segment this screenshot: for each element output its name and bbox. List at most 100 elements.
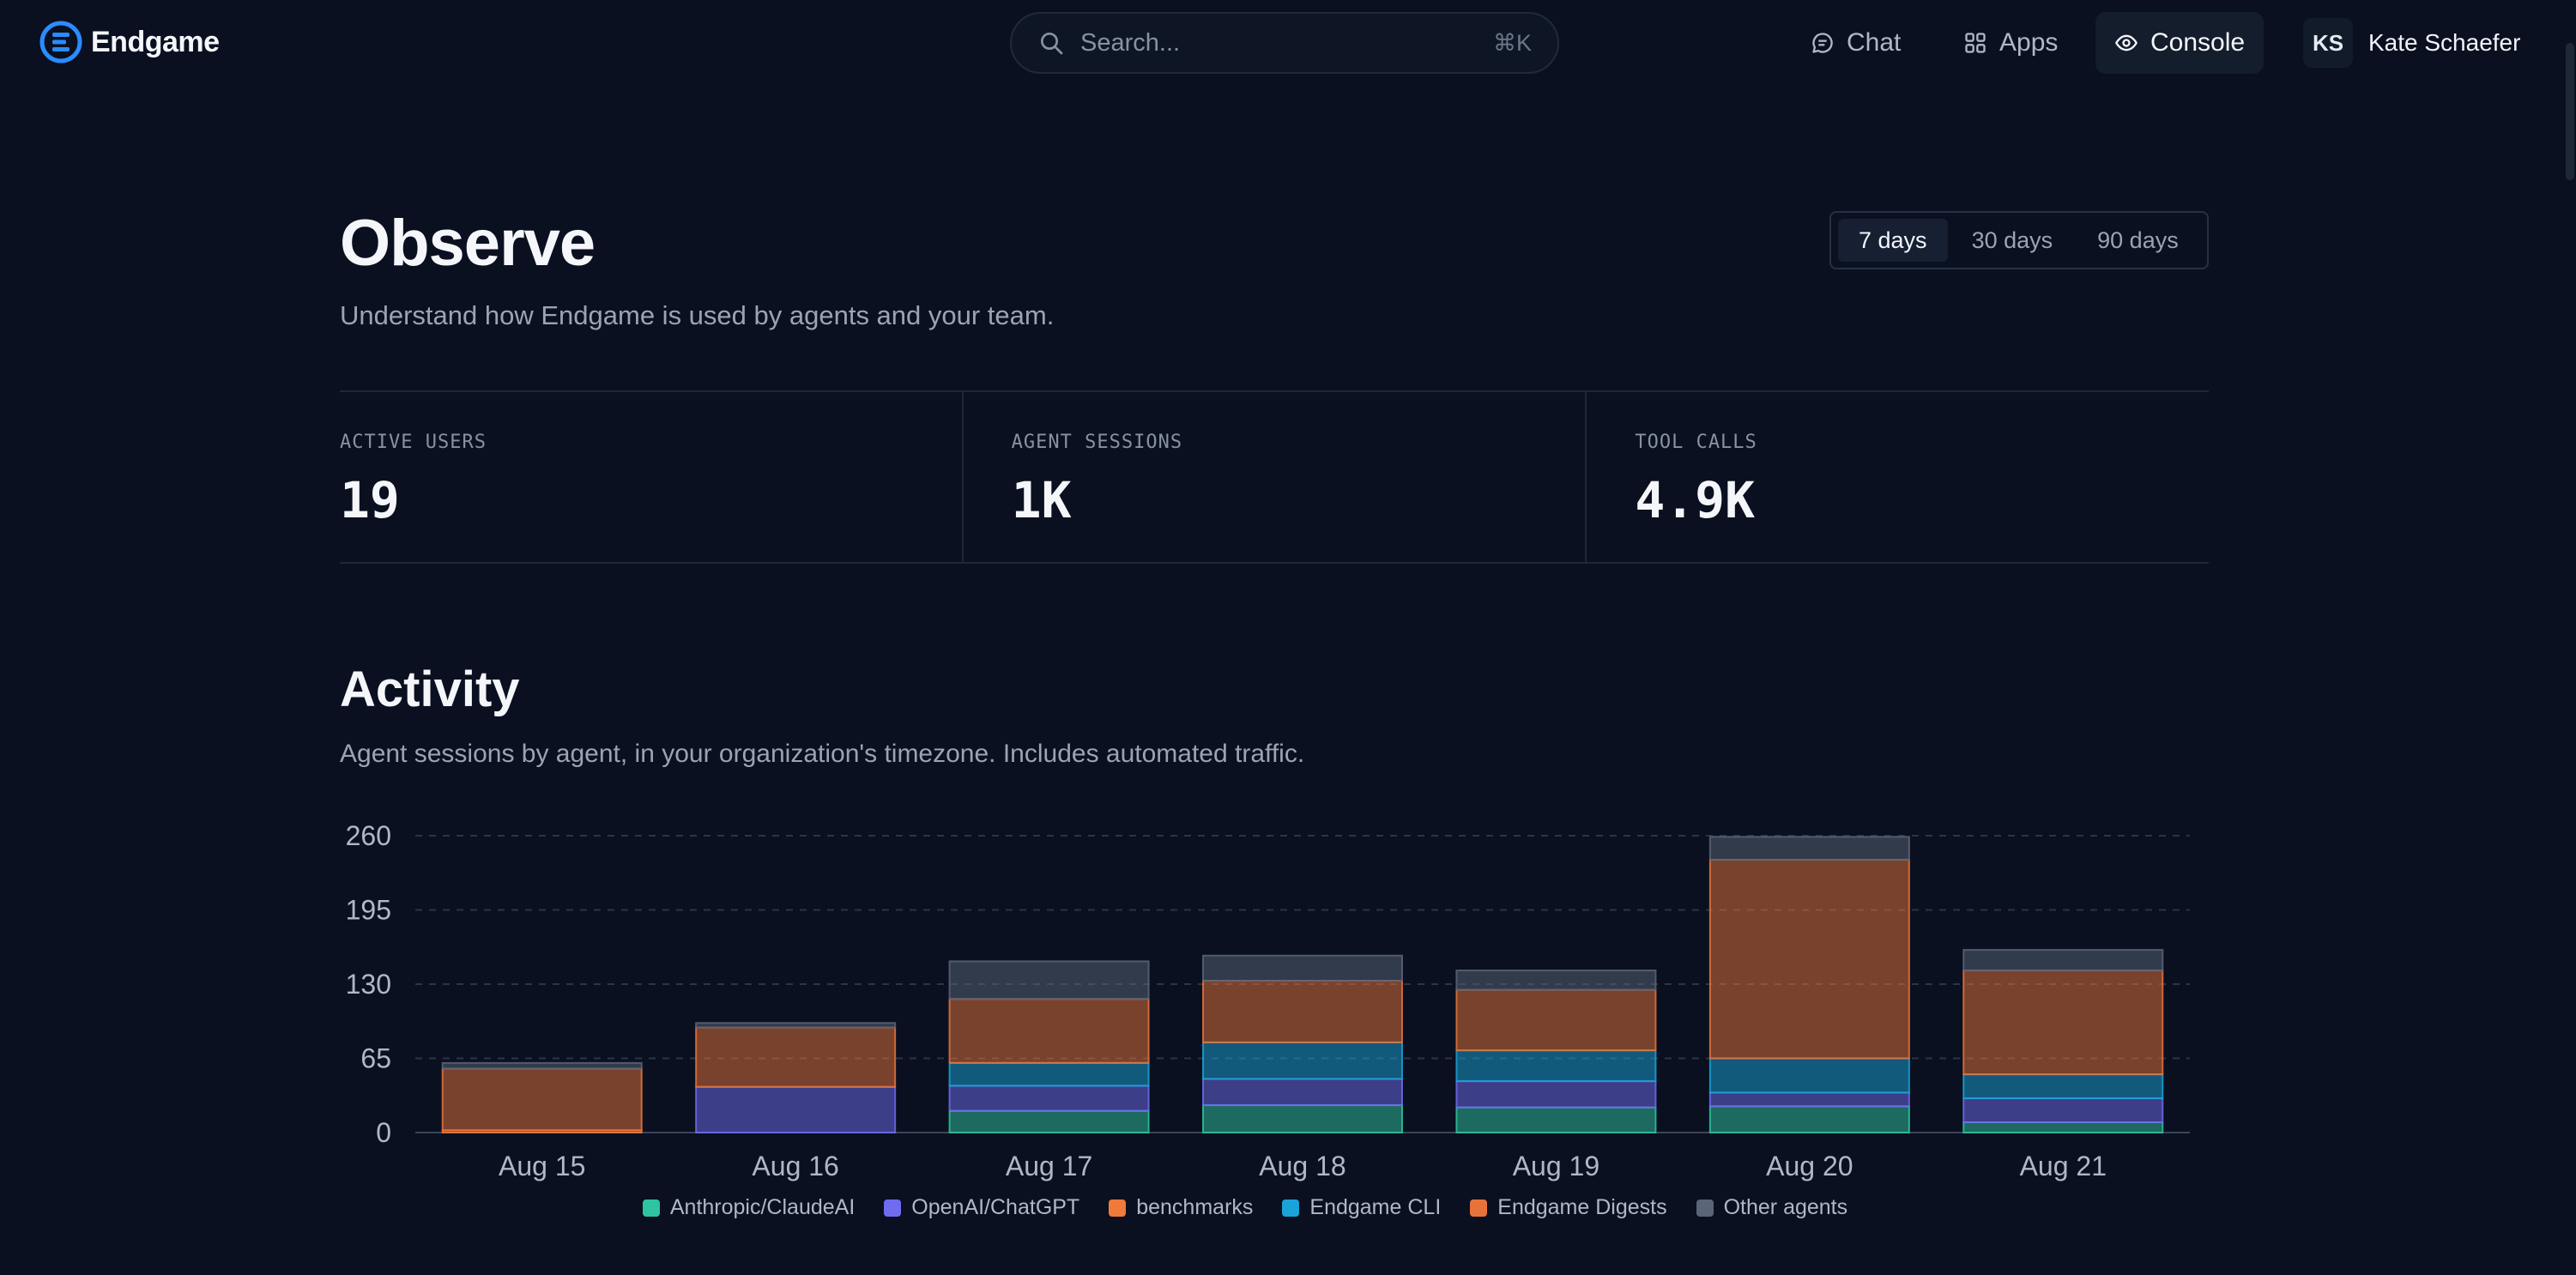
activity-title: Activity [340,662,520,717]
bar-segment [1708,1091,1910,1108]
range-30-days-button[interactable]: 30 days [1971,227,2053,253]
page-subtitle: Understand how Endgame is used by agents… [340,300,1055,330]
bar-segment [1455,1049,1657,1083]
y-tick-label: 195 [346,895,391,926]
legend-swatch [1282,1199,1300,1217]
bar-segment [1202,980,1403,1043]
x-tick-label: Aug 15 [499,1151,585,1181]
stat-agent-sessions: AGENT SESSIONS 1K [961,392,1586,562]
legend-item[interactable]: benchmarks [1109,1195,1253,1220]
nav-console-label: Console [2150,28,2246,57]
stat-tool-calls: TOOL CALLS 4.9K [1585,392,2209,562]
endgame-logo-icon [39,21,82,63]
legend-item[interactable]: Other agents [1696,1195,1848,1220]
range-90-days-button[interactable]: 90 days [2097,227,2179,253]
x-tick-label: Aug 18 [1259,1151,1345,1181]
legend-label: Anthropic/ClaudeAI [669,1195,856,1219]
eye-icon [2115,34,2138,51]
avatar: KS [2303,18,2353,68]
bar-segment [695,1022,897,1029]
search-input[interactable]: Search... ⌘K [1010,12,1559,74]
nav-console[interactable]: Console [2095,12,2265,74]
legend-label: Endgame Digests [1497,1195,1667,1219]
legend-label: OpenAI/ChatGPT [911,1195,1080,1219]
bar-segment [695,1026,897,1088]
bar-segment [1708,858,1910,1060]
bar-segment [1708,1057,1910,1094]
legend-item[interactable]: Endgame Digests [1470,1195,1667,1220]
apps-grid-icon [1965,33,1986,53]
bar-segment [1455,1106,1657,1134]
bar-segment [1962,1073,2164,1100]
bar-segment [948,998,1150,1064]
x-tick-label: Aug 21 [2020,1151,2107,1181]
bar-segment [441,1061,643,1070]
stat-label: ACTIVE USERS [340,432,487,453]
stat-label: AGENT SESSIONS [1011,432,1183,453]
bar-segment [1962,949,2164,972]
bar-segment [948,1061,1150,1087]
y-tick-label: 260 [346,820,391,851]
x-tick-label: Aug 16 [752,1151,838,1181]
y-tick-label: 0 [376,1117,391,1148]
bar-segment [948,1085,1150,1112]
legend-label: Other agents [1723,1195,1848,1219]
bar-segment [441,1067,643,1132]
nav-chat-label: Chat [1847,28,1902,57]
legend-item[interactable]: OpenAI/ChatGPT [884,1195,1079,1220]
legend-swatch [1470,1199,1488,1217]
stat-label: TOOL CALLS [1635,432,1757,453]
bar-segment [1202,1041,1403,1080]
search-placeholder: Search... [1080,28,1181,57]
legend-swatch [642,1199,660,1217]
user-menu[interactable]: KS Kate Schaefer [2303,12,2520,74]
scrollbar-thumb[interactable] [2566,43,2574,180]
bar-segment [1455,988,1657,1052]
stat-value: 4.9K [1635,471,1756,529]
nav-apps-label: Apps [1999,28,2059,57]
legend-item[interactable]: Anthropic/ClaudeAI [642,1195,856,1220]
bar-segment [1202,1078,1403,1107]
stat-active-users: ACTIVE USERS 19 [340,392,962,562]
brand-name: Endgame [91,25,220,58]
brand-logo[interactable]: Endgame [39,21,220,63]
stat-value: 1K [1011,471,1072,529]
legend-item[interactable]: Endgame CLI [1282,1195,1441,1220]
page-title: Observe [340,207,596,280]
bar-segment [1202,1104,1403,1133]
x-tick-label: Aug 17 [1006,1151,1092,1181]
search-shortcut: ⌘K [1492,29,1532,56]
y-tick-label: 130 [346,969,391,1000]
nav-apps[interactable]: Apps [1944,12,2077,74]
bar-segment [1455,1080,1657,1109]
activity-chart: 0 65 130 195 260 Aug 15 Aug 16 Aug 17 Aug 18 Aug … [346,820,2190,1181]
top-bar: Endgame Search... ⌘K Chat Apps Cons [0,0,2576,86]
bar-segment [948,960,1150,1000]
bar-segment [948,1109,1150,1134]
time-range-selector: 7 days 30 days 90 days [1829,211,2209,269]
chart-legend: Anthropic/ClaudeAI OpenAI/ChatGPT benchmar… [0,1195,2490,1220]
page-scrollbar[interactable] [2564,0,2576,1275]
bar-segment [1708,836,1910,861]
legend-label: Endgame CLI [1309,1195,1442,1219]
x-tick-label: Aug 19 [1513,1151,1599,1181]
legend-label: benchmarks [1136,1195,1254,1219]
bar-segment [1962,1121,2164,1133]
legend-swatch [1109,1199,1127,1217]
bar-segment [1455,970,1657,991]
search-icon [1041,33,1063,55]
stat-value: 19 [340,471,400,529]
bar-segment [1962,970,2164,1076]
activity-subtitle: Agent sessions by agent, in your organiz… [340,740,1305,768]
bar-segment [1962,1097,2164,1124]
x-tick-label: Aug 20 [1766,1151,1853,1181]
bar-segment [1708,1105,1910,1133]
chat-icon [1812,33,1833,53]
stats-row: ACTIVE USERS 19 AGENT SESSIONS 1K TOOL C… [340,390,2209,564]
bar-segment [695,1085,897,1133]
bar-segment [1202,954,1403,982]
range-7-days-button[interactable]: 7 days [1838,219,1948,262]
nav-chat[interactable]: Chat [1792,12,1920,74]
user-name: Kate Schaefer [2368,29,2521,56]
legend-swatch [884,1199,902,1217]
